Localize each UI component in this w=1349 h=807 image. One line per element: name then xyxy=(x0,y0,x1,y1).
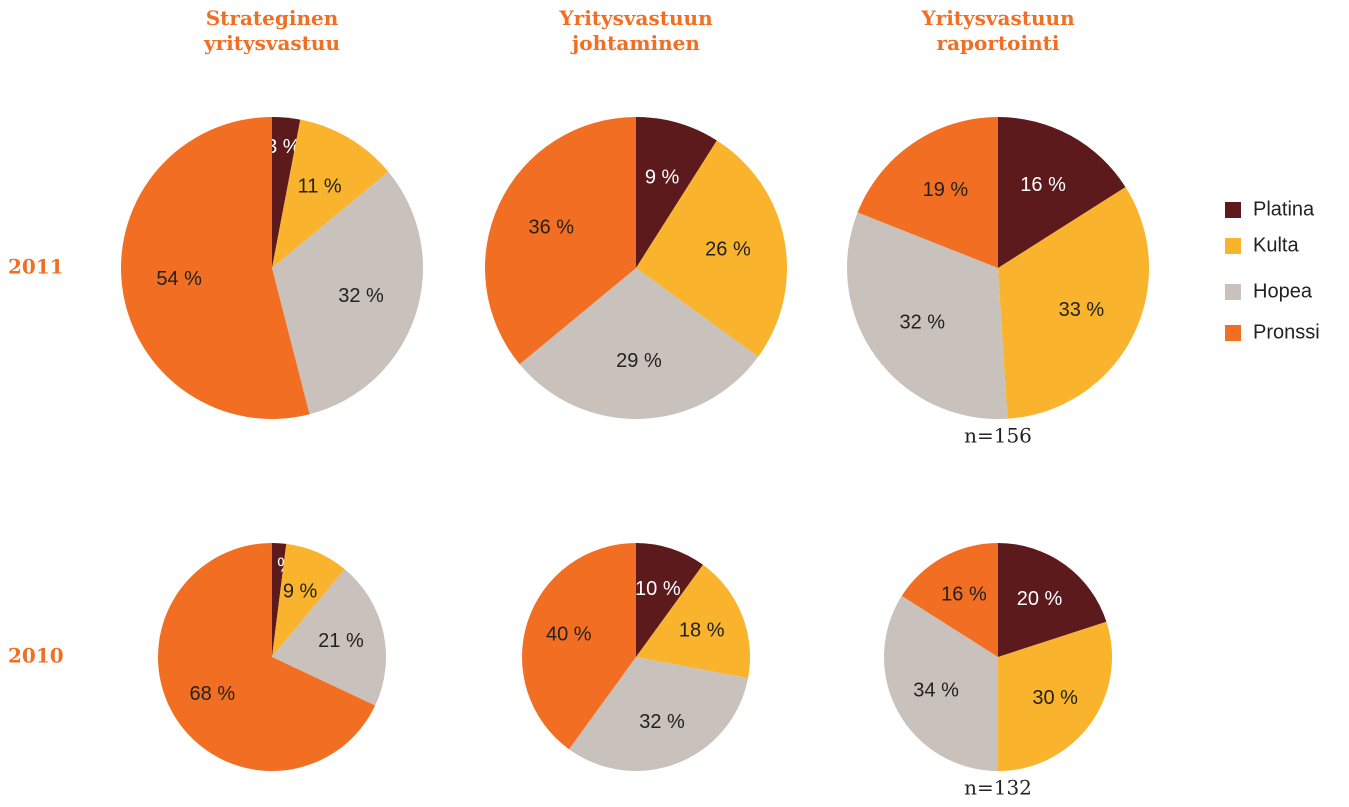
value-label: 32 % xyxy=(338,285,384,307)
note: n=156 xyxy=(964,424,1032,448)
legend-swatch xyxy=(1225,284,1241,300)
value-label: 33 % xyxy=(1059,299,1105,321)
value-label: 32 % xyxy=(639,711,685,733)
pie-slice xyxy=(272,119,389,268)
pie-slice xyxy=(884,595,998,771)
legend-swatch xyxy=(1225,325,1241,341)
row-label: 2011 xyxy=(8,255,64,279)
pie-slice xyxy=(272,543,287,657)
value-label: 36 % xyxy=(528,216,574,238)
value-label: 9 % xyxy=(645,166,680,188)
value-label: 16 % xyxy=(1020,174,1066,196)
pie-slice xyxy=(120,117,310,419)
value-label: 10 % xyxy=(635,578,681,600)
pie-slice xyxy=(484,116,636,365)
pie-slice xyxy=(522,543,636,750)
pie-slice xyxy=(857,116,998,268)
column-title: Strateginen yritysvastuu xyxy=(203,6,341,55)
pie-slice xyxy=(998,187,1149,419)
value-label: 26 % xyxy=(705,239,751,261)
value-label: 3 % xyxy=(266,136,301,158)
value-label: 32 % xyxy=(899,311,945,333)
row-label: 2010 xyxy=(8,644,64,668)
value-label: 68 % xyxy=(190,683,236,705)
legend-label: Hopea xyxy=(1253,280,1313,302)
value-label: 19 % xyxy=(923,179,969,201)
legend-label: Platina xyxy=(1253,198,1315,220)
pie-slice xyxy=(998,621,1112,771)
value-label: 16 % xyxy=(941,583,987,605)
pie-slice xyxy=(272,543,345,657)
pie-slice xyxy=(847,212,1008,419)
value-label: 29 % xyxy=(616,350,662,372)
pie-slice xyxy=(158,543,376,771)
legend-swatch xyxy=(1225,238,1241,254)
value-label: 9 % xyxy=(283,580,318,602)
pie-slice xyxy=(272,569,387,706)
value-label: 20 % xyxy=(1017,588,1063,610)
value-label: 11 % xyxy=(298,176,342,198)
pie-slice xyxy=(568,657,748,772)
pie-slice xyxy=(636,140,787,357)
note: n=132 xyxy=(964,776,1032,800)
pie-slice xyxy=(636,543,704,657)
value-label: 21 % xyxy=(318,630,364,652)
pie-slice xyxy=(901,543,998,657)
value-label: 54 % xyxy=(156,268,202,290)
pie-slice xyxy=(998,117,1126,268)
value-label: 34 % xyxy=(913,679,959,701)
legend-label: Pronssi xyxy=(1253,321,1320,343)
value-label: 30 % xyxy=(1032,687,1078,709)
pie-slice xyxy=(272,171,423,415)
pie-slice xyxy=(519,268,759,419)
legend-swatch xyxy=(1225,202,1241,218)
column-title: Yritysvastuun raportointi xyxy=(921,6,1075,55)
pie-slice xyxy=(998,543,1107,657)
pie-slice xyxy=(636,564,751,679)
legend-label: Kulta xyxy=(1253,234,1299,256)
pie-slice xyxy=(636,117,717,268)
pie-slice xyxy=(272,117,301,268)
value-label: 40 % xyxy=(546,623,592,645)
column-title: Yritysvastuun johtaminen xyxy=(559,6,713,55)
value-label: 18 % xyxy=(679,619,725,641)
